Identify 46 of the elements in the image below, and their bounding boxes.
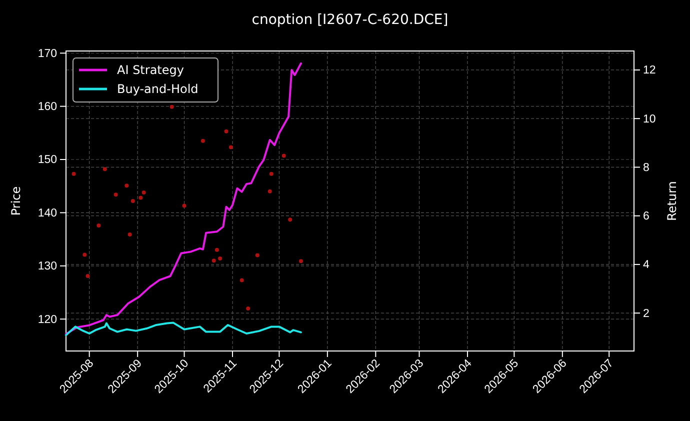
legend-label: Buy-and-Hold bbox=[117, 82, 198, 96]
y-tick-label: 140 bbox=[38, 207, 57, 220]
point bbox=[255, 253, 260, 258]
legend-label: AI Strategy bbox=[117, 63, 184, 77]
line-series bbox=[65, 62, 302, 335]
y2-tick-label: 12 bbox=[643, 64, 656, 77]
point bbox=[200, 138, 205, 143]
point bbox=[102, 167, 107, 172]
point bbox=[124, 184, 129, 188]
y-axis-title: Price bbox=[9, 186, 23, 216]
point bbox=[170, 104, 174, 109]
point bbox=[72, 172, 76, 176]
point bbox=[182, 204, 186, 208]
y-tick-label: 130 bbox=[38, 260, 57, 273]
point bbox=[224, 129, 228, 134]
point bbox=[218, 256, 222, 260]
point bbox=[82, 252, 87, 257]
y-tick-label: 170 bbox=[38, 48, 57, 60]
point bbox=[212, 258, 216, 263]
point bbox=[246, 306, 250, 310]
point bbox=[269, 172, 274, 176]
point bbox=[268, 189, 272, 194]
y2-tick-label: 6 bbox=[643, 210, 650, 223]
point bbox=[130, 199, 135, 203]
point bbox=[114, 192, 118, 197]
point bbox=[128, 232, 132, 237]
point bbox=[288, 218, 292, 222]
y-tick-label: 120 bbox=[38, 314, 57, 326]
point bbox=[142, 190, 146, 194]
point bbox=[86, 274, 90, 278]
y2-tick-label: 4 bbox=[643, 259, 650, 272]
point bbox=[240, 278, 244, 282]
point bbox=[282, 154, 286, 158]
y2-axis-title: Return bbox=[665, 181, 679, 221]
y2-tick-label: 2 bbox=[643, 308, 650, 320]
y2-tick-label: 8 bbox=[643, 162, 650, 174]
point bbox=[214, 248, 219, 252]
point bbox=[228, 145, 233, 150]
line-series bbox=[65, 322, 302, 336]
y-tick-label: 150 bbox=[38, 154, 57, 166]
point bbox=[298, 259, 303, 264]
point bbox=[138, 196, 143, 200]
y2-tick-label: 10 bbox=[643, 113, 656, 126]
y-tick-label: 160 bbox=[38, 101, 57, 113]
chart-title: cnoption [I2607-C-620.DCE] bbox=[252, 12, 448, 28]
point bbox=[96, 223, 101, 228]
